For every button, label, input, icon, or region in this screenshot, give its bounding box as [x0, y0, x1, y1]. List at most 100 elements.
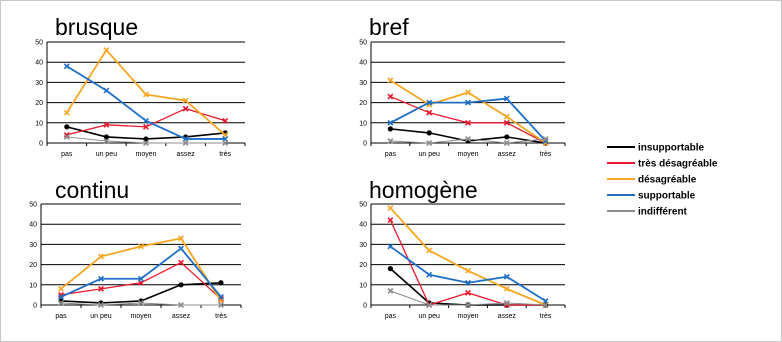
y-tick-label: 0 — [363, 141, 367, 148]
data-point — [465, 279, 471, 286]
data-point — [103, 134, 109, 140]
data-point — [58, 293, 64, 300]
data-point — [426, 130, 432, 136]
data-point — [138, 300, 144, 306]
data-point — [387, 77, 394, 84]
y-tick-label: 10 — [359, 120, 367, 127]
series-line-2 — [389, 207, 546, 306]
x-tick-label: très — [540, 151, 552, 158]
legend-label: insupportable — [638, 143, 705, 154]
data-point — [218, 280, 224, 286]
data-point — [178, 235, 184, 242]
chart-title: brusque — [55, 14, 138, 40]
data-point — [503, 273, 510, 280]
x-tick-label: très — [215, 313, 227, 320]
y-tick-label: 10 — [35, 120, 43, 127]
data-point — [504, 134, 510, 140]
y-tick-label: 20 — [29, 262, 37, 269]
data-point — [387, 205, 394, 212]
data-point — [503, 285, 510, 292]
data-point — [98, 302, 104, 308]
x-tick-label: assez — [176, 151, 195, 158]
data-point — [387, 119, 394, 126]
x-tick-label: très — [540, 313, 552, 320]
data-point — [63, 133, 70, 140]
y-tick-label: 40 — [359, 60, 367, 67]
x-tick-label: un peu — [96, 151, 118, 158]
y-tick-label: 0 — [363, 303, 367, 310]
y-tick-label: 40 — [29, 222, 37, 229]
data-point — [426, 99, 433, 106]
data-point — [387, 287, 394, 294]
y-tick-label: 0 — [39, 141, 43, 148]
data-point — [465, 135, 471, 142]
data-point — [465, 302, 471, 308]
data-point — [138, 243, 144, 250]
series-line-2 — [66, 49, 226, 136]
y-tick-label: 10 — [29, 282, 37, 289]
x-tick-label: pas — [61, 151, 73, 158]
data-point — [503, 300, 510, 306]
data-point — [143, 123, 149, 130]
y-tick-label: 20 — [359, 100, 367, 107]
y-tick-label: 30 — [359, 242, 367, 249]
data-point — [178, 245, 184, 252]
x-tick-label: moyen — [457, 151, 478, 158]
data-point — [465, 267, 471, 274]
data-point — [64, 124, 70, 130]
chart-title: homogène — [369, 177, 478, 203]
data-point — [143, 140, 149, 146]
series-line-3 — [389, 97, 547, 142]
data-point — [426, 271, 433, 278]
data-point — [387, 126, 393, 132]
data-point — [63, 131, 70, 138]
data-point — [503, 95, 510, 102]
data-point — [426, 247, 433, 254]
data-point — [465, 99, 471, 106]
data-point — [98, 253, 104, 260]
data-point — [58, 285, 64, 292]
data-point — [465, 119, 471, 126]
chart-1: bref 0 10 20 30 40 50 pas un peu moyen assez très — [359, 14, 566, 158]
y-tick-label: 20 — [359, 262, 367, 269]
legend-label: très désagréable — [638, 159, 718, 170]
chart-2: continu 0 10 20 30 40 50 pas un peu moyen assez trè… — [29, 177, 242, 320]
data-point — [387, 217, 394, 224]
data-point — [387, 266, 393, 272]
chart-0: brusque 0 10 20 30 40 50 pas un peu moyen assez trè… — [35, 14, 246, 158]
x-tick-label: moyen — [130, 313, 151, 320]
series-line-3 — [60, 247, 222, 298]
x-tick-label: un peu — [418, 313, 440, 320]
data-point — [143, 91, 149, 98]
x-tick-label: moyen — [457, 313, 478, 320]
y-tick-label: 30 — [359, 80, 367, 87]
y-tick-label: 50 — [359, 202, 367, 209]
x-tick-label: pas — [55, 313, 67, 320]
x-tick-label: moyen — [135, 151, 156, 158]
data-point — [58, 300, 64, 306]
y-tick-label: 40 — [35, 60, 43, 67]
chart-title: continu — [55, 177, 129, 203]
x-tick-label: très — [219, 151, 231, 158]
data-point — [63, 63, 70, 70]
data-point — [503, 140, 510, 146]
legend-label: supportable — [638, 191, 696, 202]
data-point — [138, 275, 144, 282]
y-tick-label: 0 — [33, 303, 37, 310]
data-point — [178, 259, 184, 266]
data-point — [426, 140, 433, 146]
data-point — [387, 93, 394, 100]
y-tick-label: 30 — [35, 80, 43, 87]
y-tick-label: 50 — [35, 40, 43, 47]
data-point — [465, 289, 471, 296]
data-point — [387, 243, 394, 250]
data-point — [103, 121, 110, 128]
data-point — [182, 97, 189, 104]
data-point — [222, 117, 229, 124]
x-tick-label: assez — [172, 313, 191, 320]
data-point — [182, 105, 189, 112]
data-point — [387, 138, 394, 144]
data-point — [465, 89, 471, 96]
